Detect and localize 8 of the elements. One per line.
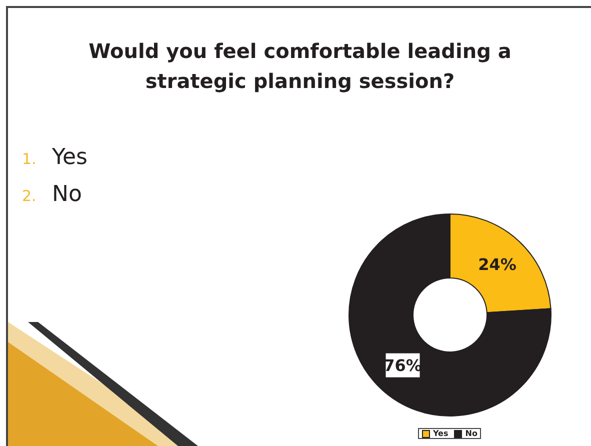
data-label: 24% <box>478 255 516 274</box>
data-label: 76% <box>384 356 422 375</box>
legend-label: Yes <box>432 429 448 438</box>
legend-label: No <box>464 429 478 438</box>
text: 2. No <box>22 181 82 209</box>
text: 1. Yes <box>22 144 88 172</box>
chart-title: Would you feel comfortable leading a strategic planning session? <box>88 38 512 95</box>
donut-slice <box>348 214 552 416</box>
